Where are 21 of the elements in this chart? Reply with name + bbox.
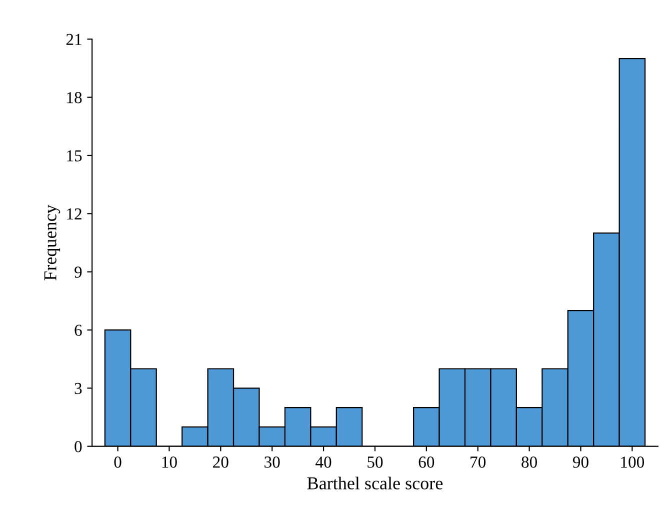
x-tick-label: 0 [114, 456, 122, 468]
x-axis-title: Barthel scale score [307, 476, 443, 490]
y-tick-label: 18 [67, 92, 82, 104]
x-tick-label: 40 [316, 456, 332, 468]
y-tick-label: 9 [74, 266, 82, 278]
y-tick-label: 0 [74, 441, 82, 452]
y-tick-label: 12 [67, 208, 82, 220]
x-tick-label: 90 [572, 456, 588, 468]
y-tick-label: 15 [67, 150, 82, 162]
x-tick-label: 20 [213, 456, 228, 468]
x-tick-label: 30 [264, 456, 280, 468]
x-tick-label: 80 [522, 456, 537, 468]
x-tick-label: 70 [470, 456, 486, 468]
x-tick-label: 60 [418, 456, 434, 468]
x-tick-label: 100 [621, 456, 644, 468]
y-axis-title: Frequency [44, 204, 60, 280]
x-tick-label: 10 [162, 456, 177, 468]
y-tick-label: 3 [74, 382, 82, 394]
y-tick-label: 6 [74, 324, 82, 336]
y-tick-label: 21 [66, 34, 82, 45]
x-tick-label: 50 [368, 456, 383, 468]
